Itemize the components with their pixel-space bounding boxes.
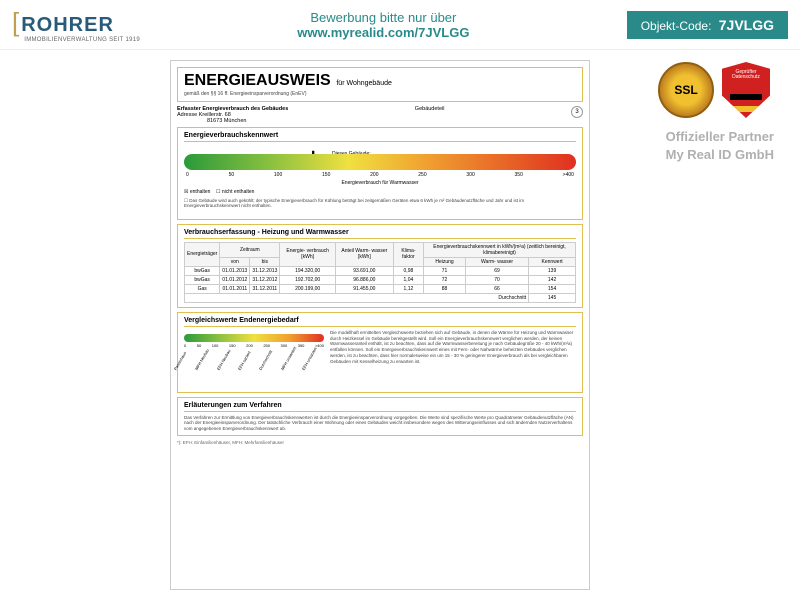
code-value: 7JVLGG [719,17,774,33]
doc-law: gemäß den §§ 16 ff. Energieeinsparverord… [184,91,576,97]
apply-link[interactable]: www.myrealid.com/7JVLGG [297,25,469,40]
explain-text: Das Verfahren zur Ermittlung von Energie… [184,415,576,431]
mini-scale-bar [184,334,324,342]
address-row: Erfasster Energieverbrauch des Gebäudes … [177,106,583,124]
doc-title-box: ENERGIEAUSWEIS für Wohngebäude gemäß den… [177,67,583,102]
checkbox-row: ☒ enthalten ☐ nicht enthalten [184,189,576,195]
address-city: 81673 München [207,118,288,124]
logo-bracket: [ [12,7,19,38]
footnote: *): EFH: Einfamilienhäuser, MFH: Mehrfam… [177,440,583,445]
doc-title: ENERGIEAUSWEIS [184,72,331,89]
object-code-box: Objekt-Code: 7JVLGG [627,11,788,39]
consumption-table: EnergieträgerZeitraumEnergie- verbrauch … [184,242,576,303]
section-kennwert: Energieverbrauchskennwert ⬇ Dieses Gebäu… [177,127,583,220]
building-part-label: Gebäudeteil [415,106,445,124]
code-label: Objekt-Code: [641,19,712,33]
logo: [ ROHRER IMMOBILIENVERWALTUNG SEIT 1919 [12,7,140,43]
apply-text: Bewerbung bitte nur über [297,10,469,25]
page-number: 3 [571,106,583,118]
logo-main: ROHRER [21,14,140,37]
color-scale-bar [184,154,576,170]
mini-scale: 050100150200250300350>400 PassivhausMFH … [184,330,324,388]
section-verbrauch: Verbrauchserfassung - Heizung und Warmwa… [177,224,583,308]
energy-scale: ⬇ Dieses Gebäude: 145 kWh/(m²a) 05010015… [184,154,576,209]
doc-subtitle: für Wohngebäude [336,80,392,87]
section-vergleich: Vergleichswerte Endenergiebedarf 0501001… [177,312,583,393]
trust-badges: SSL GeprüfterDatenschutz [658,62,770,118]
scale-ticks: 050100150200250300350>400 [184,172,576,178]
section4-title: Vergleichswerte Endenergiebedarf [184,317,576,327]
logo-sub: IMMOBILIENVERWALTUNG SEIT 1919 [24,37,140,43]
privacy-shield-badge: GeprüfterDatenschutz [722,62,770,118]
section2-title: Energieverbrauchskennwert [184,132,576,142]
cooling-note: ☐ Das Gebäude wird auch gekühlt; der typ… [184,198,576,209]
scale-caption: Energieverbrauch für Warmwasser [184,180,576,186]
section3-title: Verbrauchserfassung - Heizung und Warmwa… [184,229,576,239]
header: [ ROHRER IMMOBILIENVERWALTUNG SEIT 1919 … [0,0,800,50]
compare-text: Die modellhaft ermittelten Vergleichswer… [330,330,576,388]
apply-notice: Bewerbung bitte nur über www.myrealid.co… [297,10,469,40]
energy-certificate: ENERGIEAUSWEIS für Wohngebäude gemäß den… [170,60,590,590]
partner-label: Offizieller Partner My Real ID GmbH [666,128,774,164]
section5-title: Erläuterungen zum Verfahren [184,402,576,412]
ssl-badge: SSL [658,62,714,118]
section-erlaeuterung: Erläuterungen zum Verfahren Das Verfahre… [177,397,583,436]
